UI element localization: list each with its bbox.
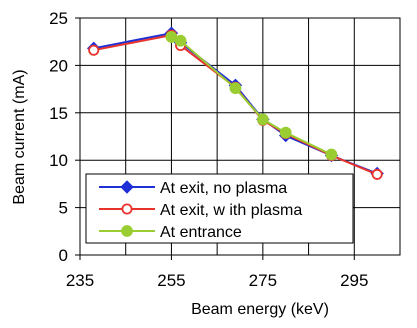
series-layer: [87, 26, 384, 181]
y-tick-label: 0: [59, 246, 68, 265]
legend-item: At entrance: [99, 224, 242, 241]
legend-marker: [121, 225, 133, 237]
data-point: [325, 148, 338, 161]
x-axis-label: Beam energy (keV): [191, 301, 329, 318]
series-3: [165, 31, 338, 161]
data-point: [256, 113, 269, 126]
x-tick-label: 255: [157, 271, 185, 290]
y-tick-label: 15: [49, 104, 68, 123]
y-tick-label: 20: [49, 56, 68, 75]
data-point: [229, 82, 242, 95]
y-axis-label: Beam current (mA): [11, 69, 28, 204]
y-tick-label: 5: [59, 199, 68, 218]
y-tick-label: 10: [49, 151, 68, 170]
legend-marker: [121, 203, 133, 215]
legend-label: At exit, w ith plasma: [160, 202, 302, 219]
y-axis-ticks: 0 5 10 15 20 25: [49, 9, 80, 265]
legend-item: At exit, no plasma: [99, 180, 287, 197]
legend-label: At entrance: [160, 224, 242, 241]
legend-items: At exit, no plasma At exit, w ith plasma A…: [99, 180, 302, 241]
x-axis-ticks: 235 255 275 295: [66, 255, 368, 290]
data-point: [279, 126, 292, 139]
data-point: [371, 168, 383, 180]
y-tick-label: 25: [49, 9, 68, 28]
legend-item: At exit, w ith plasma: [99, 202, 302, 219]
legend: At exit, no plasma At exit, w ith plasma A…: [85, 173, 354, 244]
x-tick-label: 295: [340, 271, 368, 290]
data-point: [174, 34, 187, 47]
x-tick-label: 235: [66, 271, 94, 290]
legend-marker: [120, 180, 134, 194]
data-point: [88, 44, 100, 56]
legend-label: At exit, no plasma: [160, 180, 287, 197]
x-tick-label: 275: [249, 271, 277, 290]
